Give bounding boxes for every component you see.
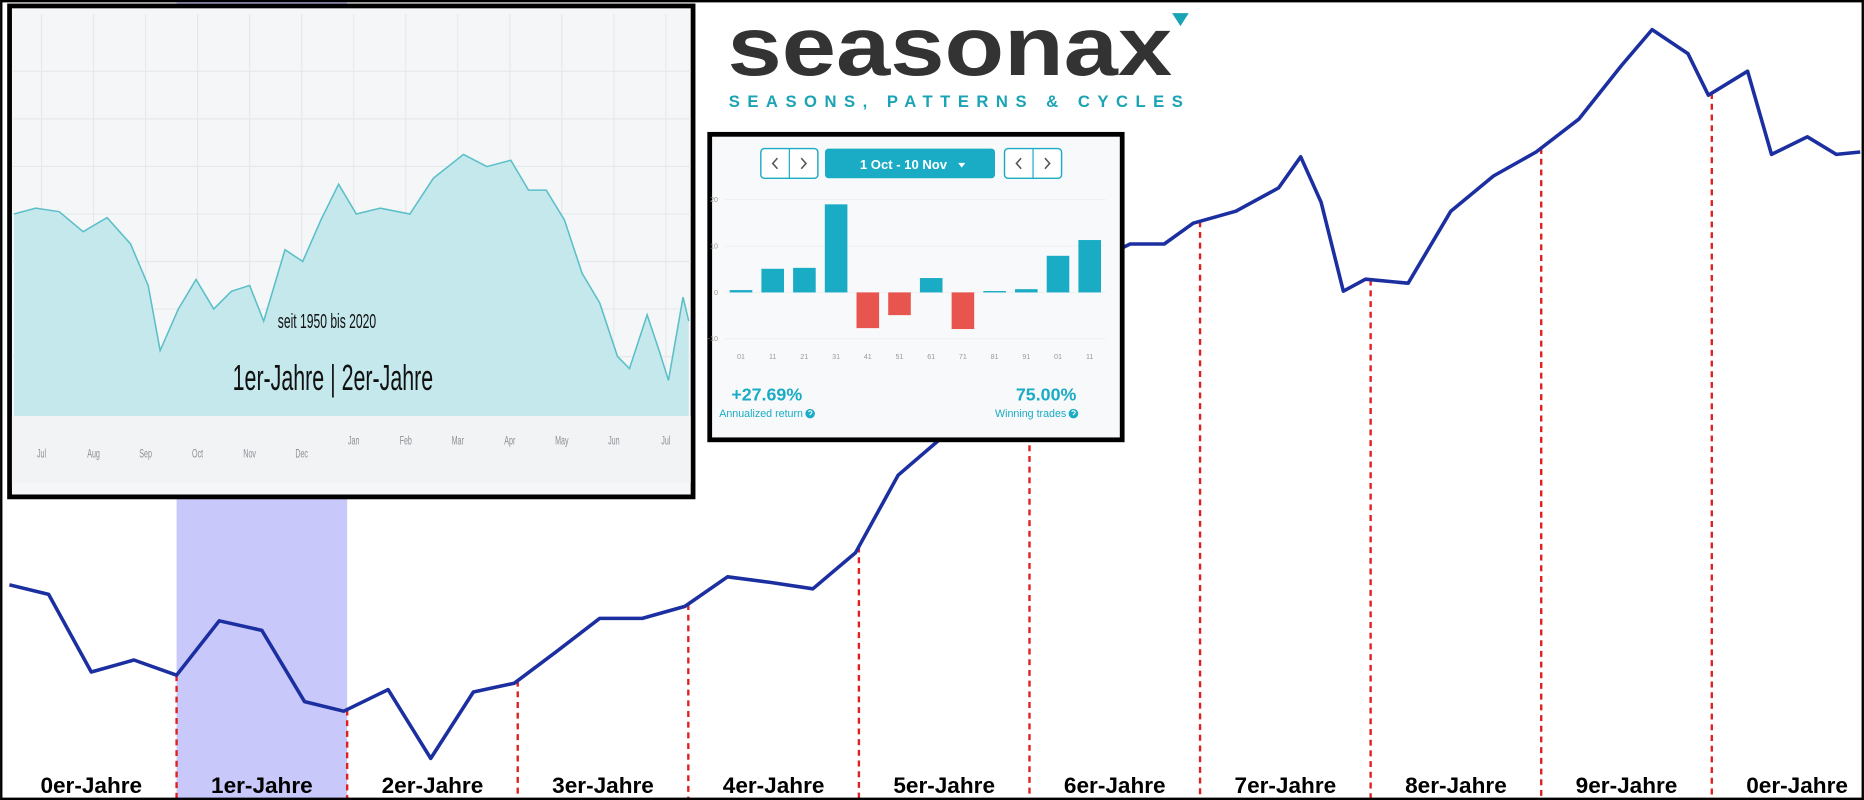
- seasonal-area: [13, 154, 689, 417]
- chevron-left: [1015, 157, 1022, 170]
- bar: [824, 204, 848, 293]
- month-label: Apr: [504, 435, 516, 448]
- decade-label: 5er-Jahre: [893, 773, 995, 798]
- month-label: May: [555, 435, 569, 448]
- decade-label: 6er-Jahre: [1064, 773, 1166, 798]
- bar: [1046, 255, 1070, 293]
- bar: [1015, 289, 1038, 293]
- y-tick-label: -10: [708, 335, 718, 343]
- stat-label: Annualized return: [719, 408, 803, 420]
- seasonal-line: [13, 153, 690, 381]
- month-label: Sep: [139, 448, 152, 461]
- seasonal-inset: Jul Aug Sep Oct Nov Dec Jan Feb Mar Apr May Jun Jul s…: [7, 3, 696, 500]
- chevron-right: [800, 157, 808, 170]
- help-icon[interactable]: [1068, 408, 1079, 419]
- bar: [761, 268, 785, 293]
- month-label: Jul: [37, 448, 46, 461]
- chevron-left: [771, 157, 779, 170]
- help-icon[interactable]: [805, 408, 815, 419]
- decade-label: 0er-Jahre: [1746, 773, 1848, 798]
- x-tick-label: 01: [737, 353, 745, 361]
- decade-label: 1er-Jahre: [211, 773, 313, 798]
- decade-label: 9er-Jahre: [1576, 773, 1678, 798]
- month-label: Dec: [295, 448, 308, 461]
- annotation: seit 1950 bis 2020: [278, 310, 376, 333]
- decade-label: 0er-Jahre: [40, 773, 142, 798]
- help-glyph: [1071, 410, 1076, 416]
- logo-name: seasonax: [728, 0, 1173, 93]
- logo-triangle: [1172, 13, 1189, 27]
- annotation: 1er-Jahre | 2er-Jahre: [233, 358, 433, 398]
- period-button[interactable]: [825, 148, 996, 179]
- x-tick-label: 51: [896, 353, 904, 361]
- stat-value: +27.69%: [731, 385, 802, 405]
- period-label: 1 Oct - 10 Nov: [860, 157, 948, 172]
- bar: [856, 292, 880, 329]
- decade-label: 8er-Jahre: [1405, 773, 1507, 798]
- x-tick-label: 91: [1022, 353, 1030, 361]
- caret: [958, 162, 966, 168]
- x-tick-label: 81: [991, 353, 999, 361]
- decade-label: 3er-Jahre: [552, 773, 654, 798]
- y-tick-label: 10: [710, 242, 718, 250]
- bar: [888, 292, 911, 316]
- bar: [919, 278, 943, 293]
- month-label: Aug: [87, 448, 100, 461]
- x-tick-label: 01: [1054, 353, 1062, 361]
- month-label: Mar: [452, 435, 465, 448]
- month-label: Oct: [192, 448, 203, 461]
- stat-label: Winning trades: [995, 408, 1066, 420]
- month-label: Nov: [243, 448, 256, 461]
- stat-value: 75.00%: [1016, 385, 1077, 405]
- bar: [983, 291, 1006, 293]
- y-tick-label: 20: [710, 196, 718, 204]
- chevron-right: [1044, 157, 1051, 170]
- bar: [1078, 240, 1101, 293]
- bar: [729, 290, 753, 293]
- decade-label: 4er-Jahre: [723, 773, 825, 798]
- bar: [793, 267, 816, 293]
- month-label: Jan: [348, 435, 359, 448]
- x-tick-label: 61: [927, 353, 935, 361]
- y-tick-label: 0: [714, 289, 718, 297]
- decade-label: 2er-Jahre: [382, 773, 484, 798]
- x-tick-label: 71: [959, 353, 967, 361]
- decade-label: 7er-Jahre: [1235, 773, 1337, 798]
- x-tick-label: 21: [800, 353, 808, 361]
- bar: [951, 292, 975, 330]
- lower-band: [11, 416, 691, 483]
- month-label: Jul: [661, 435, 670, 448]
- x-tick-label: 31: [832, 353, 840, 361]
- x-tick-label: 41: [864, 353, 872, 361]
- x-tick-label: 11: [769, 353, 776, 361]
- month-label: Feb: [400, 435, 413, 448]
- x-tick-label: 11: [1086, 353, 1093, 361]
- help-glyph: [807, 410, 813, 416]
- month-label: Jun: [608, 435, 619, 448]
